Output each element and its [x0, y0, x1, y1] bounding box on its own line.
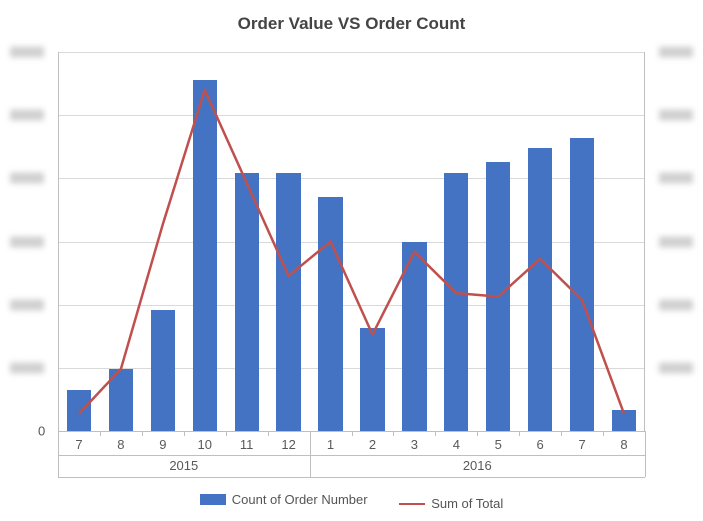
x-tick — [393, 431, 394, 436]
group-row-top-border — [58, 455, 645, 456]
plot: 07891011121234567820152016 — [58, 52, 645, 431]
x-tick-label: 2 — [369, 437, 376, 452]
x-tick-label: 11 — [240, 437, 254, 452]
y-right-tick-blurred — [659, 362, 693, 373]
group-separator — [645, 431, 646, 477]
legend-label-line: Sum of Total — [431, 496, 503, 511]
y-left-tick-zero: 0 — [38, 424, 45, 439]
chart-container: Order Value VS Order Count 0789101112123… — [0, 0, 703, 521]
x-tick — [477, 431, 478, 436]
x-tick — [226, 431, 227, 436]
group-separator — [58, 431, 59, 477]
chart-title: Order Value VS Order Count — [0, 0, 703, 34]
x-tick-label: 10 — [198, 437, 212, 452]
legend-item-line: Sum of Total — [399, 496, 503, 511]
y-left-tick-blurred — [10, 236, 44, 247]
y-left-tick-blurred — [10, 110, 44, 121]
x-tick — [352, 431, 353, 436]
y-right-tick-blurred — [659, 236, 693, 247]
x-tick — [100, 431, 101, 436]
legend-swatch-line — [399, 503, 425, 505]
x-tick — [142, 431, 143, 436]
y-right-tick-blurred — [659, 299, 693, 310]
y-left-tick-blurred — [10, 299, 44, 310]
y-right-tick-blurred — [659, 110, 693, 121]
x-tick-label: 8 — [620, 437, 627, 452]
x-tick-label: 6 — [537, 437, 544, 452]
x-tick — [268, 431, 269, 436]
x-tick — [561, 431, 562, 436]
x-tick-label: 7 — [75, 437, 82, 452]
y-right-tick-blurred — [659, 47, 693, 58]
x-tick-label: 9 — [159, 437, 166, 452]
x-tick — [603, 431, 604, 436]
group-row-bottom-border — [58, 477, 645, 478]
legend-item-bar: Count of Order Number — [200, 492, 368, 507]
group-label: 2016 — [463, 458, 492, 473]
x-tick-label: 1 — [327, 437, 334, 452]
x-tick-label: 3 — [411, 437, 418, 452]
legend-swatch-bar — [200, 494, 226, 505]
legend-label-bar: Count of Order Number — [232, 492, 368, 507]
x-tick-label: 4 — [453, 437, 460, 452]
plot-area: 07891011121234567820152016 — [58, 52, 645, 431]
x-tick-label: 12 — [281, 437, 295, 452]
x-tick-label: 7 — [578, 437, 585, 452]
y-left-tick-blurred — [10, 173, 44, 184]
y-left-tick-blurred — [10, 47, 44, 58]
line-series — [58, 52, 645, 431]
group-label: 2015 — [169, 458, 198, 473]
x-tick — [435, 431, 436, 436]
legend: Count of Order Number Sum of Total — [0, 492, 703, 512]
x-tick-label: 8 — [117, 437, 124, 452]
y-left-tick-blurred — [10, 362, 44, 373]
x-tick — [519, 431, 520, 436]
group-separator — [310, 431, 311, 477]
y-right-tick-blurred — [659, 173, 693, 184]
x-tick — [184, 431, 185, 436]
x-tick-label: 5 — [495, 437, 502, 452]
